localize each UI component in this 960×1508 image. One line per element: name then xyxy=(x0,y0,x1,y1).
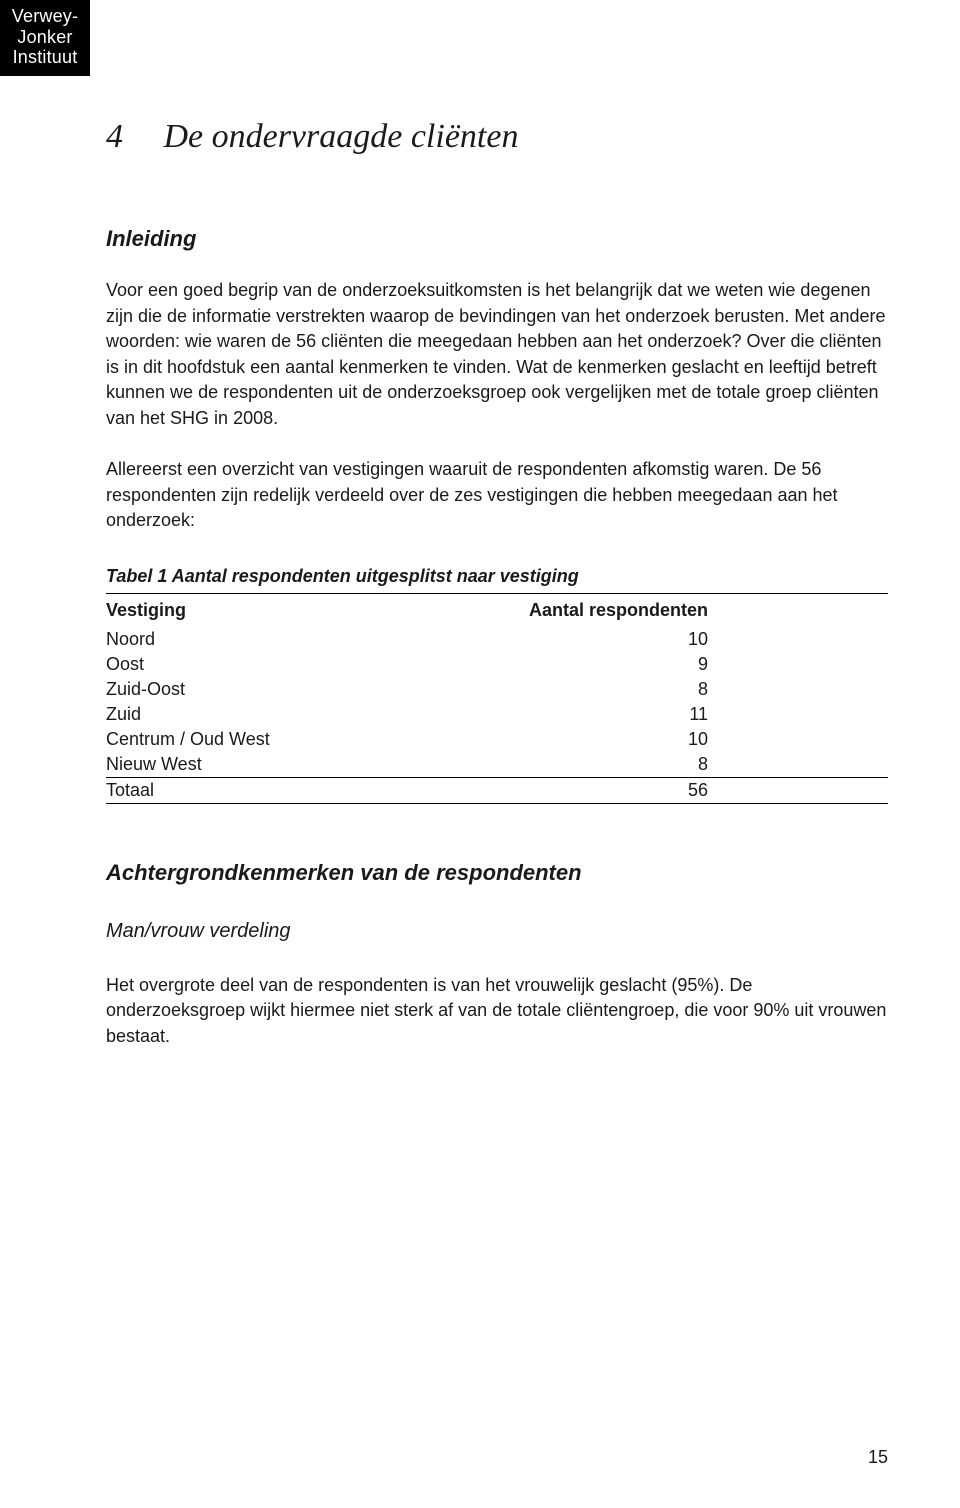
table-1-col1-header: Vestiging xyxy=(106,593,351,627)
table-row: Oost 9 xyxy=(106,652,888,677)
page-number: 15 xyxy=(868,1447,888,1468)
table-cell-value: 8 xyxy=(351,677,888,702)
table-total-row: Totaal 56 xyxy=(106,777,888,803)
section-achtergrond-title: Achtergrondkenmerken van de respondenten xyxy=(106,860,888,886)
table-row: Zuid-Oost 8 xyxy=(106,677,888,702)
paragraph-1: Voor een goed begrip van de onderzoeksui… xyxy=(106,278,888,431)
table-cell-label: Nieuw West xyxy=(106,752,351,778)
paragraph-3: Het overgrote deel van de respondenten i… xyxy=(106,973,888,1050)
table-total-label: Totaal xyxy=(106,777,351,803)
table-row: Centrum / Oud West 10 xyxy=(106,727,888,752)
table-cell-label: Zuid-Oost xyxy=(106,677,351,702)
logo-line-1: Verwey- xyxy=(12,6,78,26)
table-row: Noord 10 xyxy=(106,627,888,652)
chapter-title: De ondervraagde cliënten xyxy=(163,118,518,156)
table-cell-label: Noord xyxy=(106,627,351,652)
table-cell-value: 8 xyxy=(351,752,888,778)
paragraph-2: Allereerst een overzicht van vestigingen… xyxy=(106,457,888,534)
page-content: 4 De ondervraagde cliënten Inleiding Voo… xyxy=(106,118,888,1076)
table-cell-value: 9 xyxy=(351,652,888,677)
table-total-value: 56 xyxy=(351,777,888,803)
table-1-caption: Tabel 1 Aantal respondenten uitgesplitst… xyxy=(106,566,888,593)
table-cell-value: 10 xyxy=(351,727,888,752)
table-cell-value: 10 xyxy=(351,627,888,652)
table-row: Nieuw West 8 xyxy=(106,752,888,778)
table-cell-value: 11 xyxy=(351,702,888,727)
logo-line-2: Jonker xyxy=(17,27,72,47)
table-1: Vestiging Aantal respondenten Noord 10 O… xyxy=(106,593,888,804)
chapter-heading: 4 De ondervraagde cliënten xyxy=(106,118,888,156)
table-cell-label: Centrum / Oud West xyxy=(106,727,351,752)
table-1-col2-header: Aantal respondenten xyxy=(351,593,888,627)
table-row: Zuid 11 xyxy=(106,702,888,727)
brand-logo: Verwey- Jonker Instituut xyxy=(0,0,90,76)
subsection-manvrouw-title: Man/vrouw verdeling xyxy=(106,920,888,943)
table-cell-label: Oost xyxy=(106,652,351,677)
table-cell-label: Zuid xyxy=(106,702,351,727)
logo-line-3: Instituut xyxy=(13,47,78,67)
chapter-number: 4 xyxy=(106,118,123,156)
section-inleiding-title: Inleiding xyxy=(106,226,888,252)
